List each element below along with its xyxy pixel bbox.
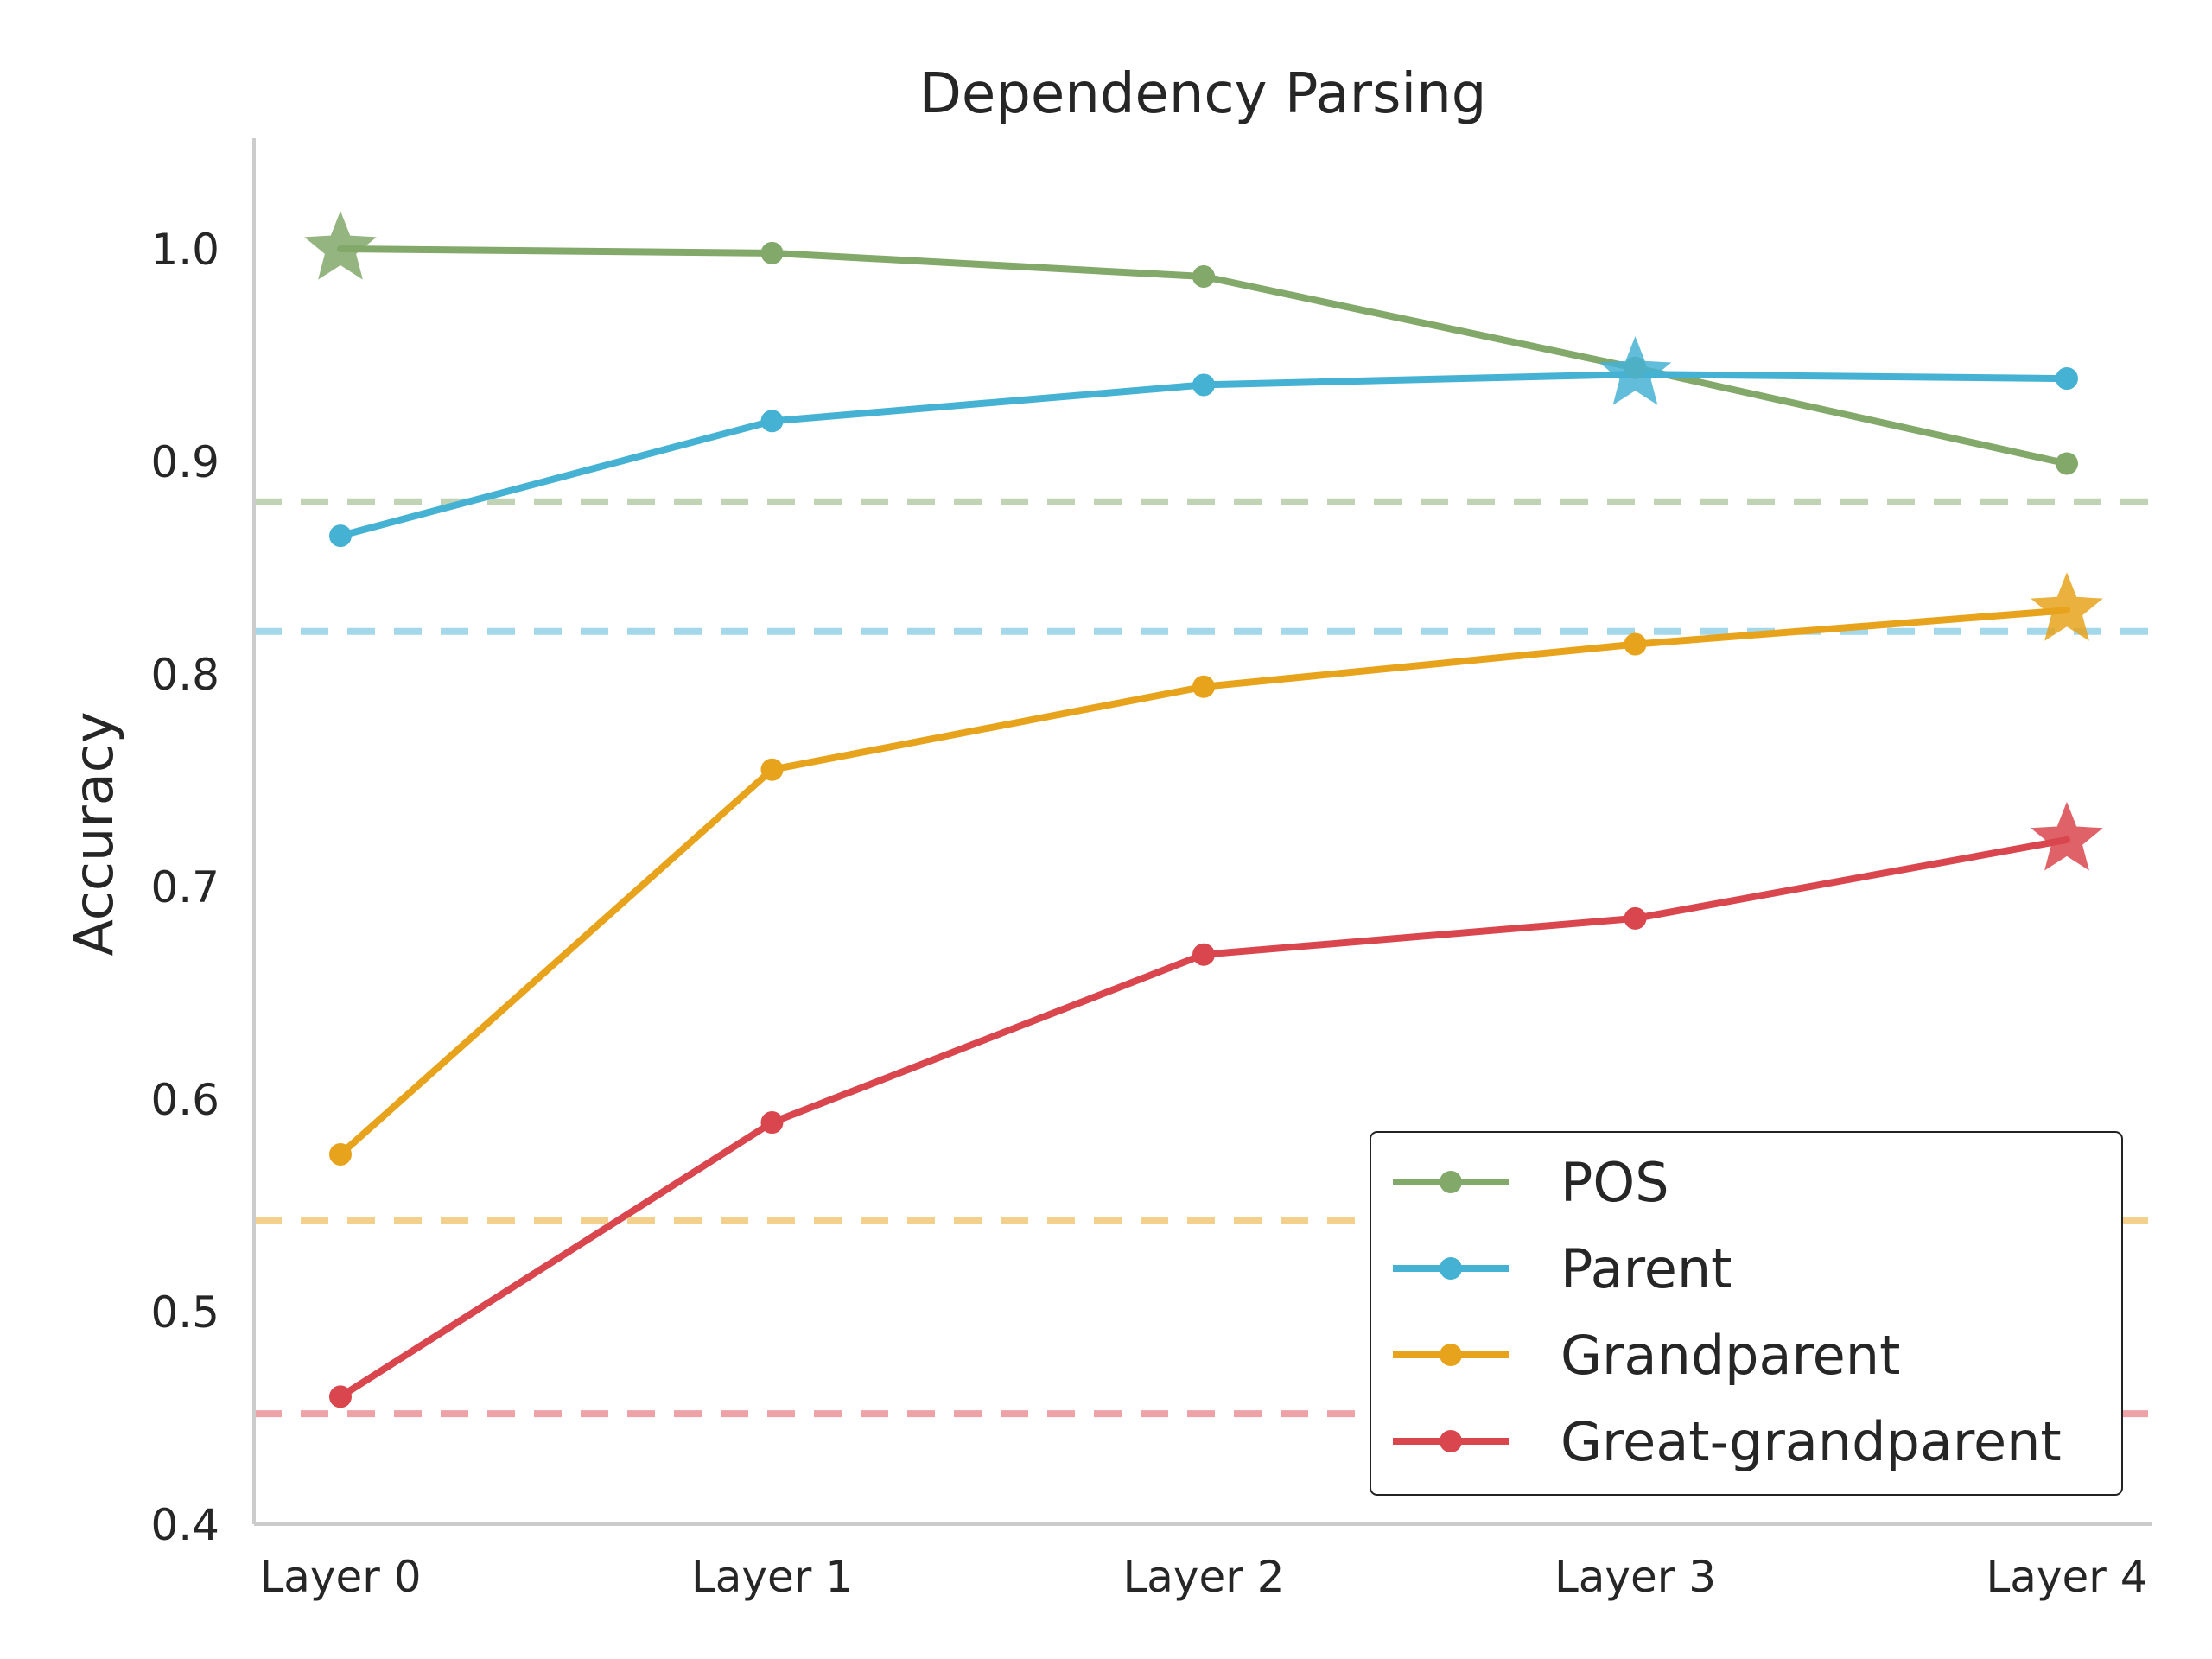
best-star-pos [304,211,377,280]
y-tick-label: 0.8 [150,650,219,700]
best-star-grandparent [2031,572,2103,641]
data-point-grandparent [1192,675,1215,698]
x-tick-label: Layer 2 [1122,1552,1284,1602]
data-point-pos [760,241,784,264]
y-tick-label: 1.0 [150,225,219,275]
legend-marker-pos [1440,1171,1462,1193]
data-point-pos [1192,264,1215,288]
best-layer-stars [304,211,2103,871]
legend-marker-parent [1440,1257,1462,1280]
x-tick-label: Layer 0 [259,1552,421,1602]
data-point-parent [1192,373,1215,397]
axes [252,138,2152,1526]
y-tick-label: 0.5 [150,1287,219,1338]
data-point-great-grandparent [329,1385,352,1408]
y-tick-label: 0.7 [150,862,219,912]
series-line-parent [337,371,2070,540]
best-star-great-grandparent [2031,801,2103,871]
baseline-group [254,498,2152,1418]
data-point-pos [2056,452,2078,475]
y-ticks: 0.4 0.5 0.6 0.7 0.8 0.9 1.0 [150,225,219,1550]
y-tick-label: 0.4 [150,1500,219,1550]
data-point-grandparent [760,758,784,781]
y-axis-label: Accuracy [62,711,125,956]
x-tick-label: Layer 1 [691,1552,853,1602]
x-tick-label: Layer 3 [1554,1552,1716,1602]
legend-label-pos: POS [1560,1151,1669,1214]
data-point-parent [2056,367,2078,391]
legend-marker-grandparent [1440,1344,1462,1366]
legend-label-great-grandparent: Great-grandparent [1560,1410,2062,1473]
data-point-parent [329,524,352,548]
legend-label-grandparent: Grandparent [1560,1324,1900,1387]
data-point-parent [760,410,784,433]
data-point-great-grandparent [1192,943,1215,966]
legend-label-parent: Parent [1560,1237,1732,1300]
chart-title: Dependency Parsing [919,62,1487,126]
y-tick-label: 0.6 [150,1075,219,1125]
legend-marker-great-grandparent [1440,1430,1462,1452]
data-point-great-grandparent [760,1111,784,1135]
data-point-great-grandparent [1624,906,1647,930]
x-tick-label: Layer 4 [1986,1552,2147,1602]
data-point-grandparent [329,1142,352,1166]
best-star-parent [1599,336,1672,405]
y-tick-label: 0.9 [150,437,219,487]
data-point-grandparent [1624,632,1647,656]
legend: POS Parent Grandparent Great-grandparent [1370,1131,2123,1496]
x-ticks: Layer 0 Layer 1 Layer 2 Layer 3 Layer 4 [259,1552,2147,1602]
legend-box [1370,1131,2123,1496]
